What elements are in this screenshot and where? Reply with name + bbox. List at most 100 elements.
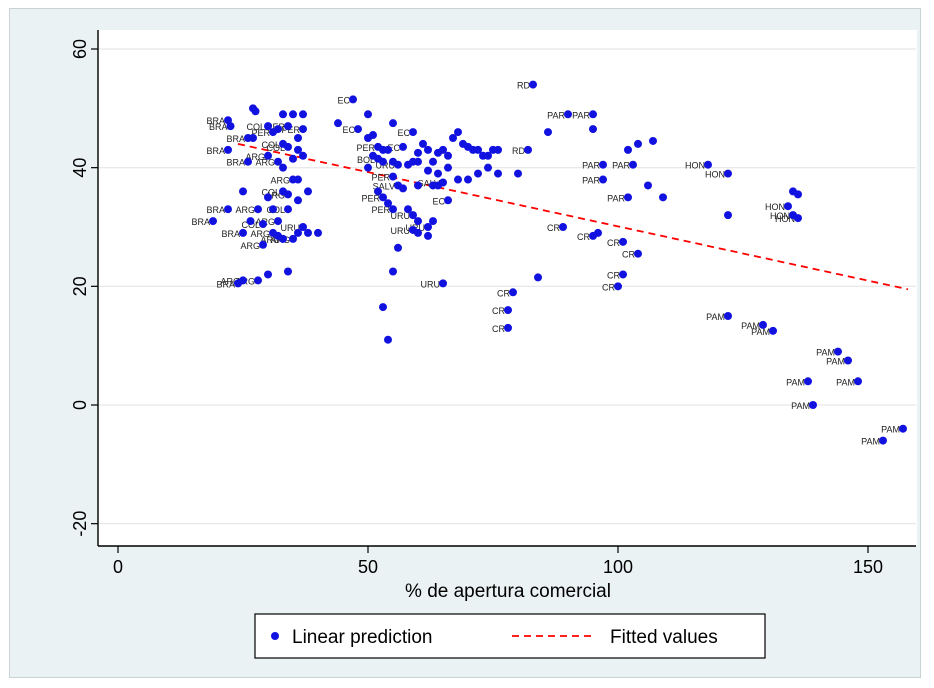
- data-point: [439, 279, 447, 288]
- point-label: CR: [607, 238, 620, 248]
- data-point: [414, 217, 422, 226]
- data-point: [879, 436, 887, 445]
- data-point: [454, 128, 462, 137]
- data-point: [264, 122, 272, 131]
- point-label: RD: [517, 81, 530, 91]
- tick-labels: -20 0 20 40 60 0 50 100 150: [70, 39, 883, 577]
- data-point: [529, 80, 537, 89]
- data-point: [634, 139, 642, 148]
- point-label: PER: [361, 193, 380, 203]
- point-label: CR: [622, 250, 635, 260]
- data-point: [589, 110, 597, 119]
- data-point: [724, 169, 732, 178]
- fitted-values-line: [237, 143, 909, 291]
- data-point: [494, 145, 502, 154]
- data-point: [474, 145, 482, 154]
- data-point: [589, 125, 597, 134]
- data-point: [384, 199, 392, 208]
- data-point: [404, 205, 412, 214]
- data-point: [614, 282, 622, 291]
- data-point: [704, 160, 712, 169]
- point-label: PAR: [572, 110, 590, 120]
- legend-label-fitted-values: Fitted values: [610, 627, 718, 648]
- data-point: [414, 157, 422, 166]
- point-label: ARG: [240, 241, 260, 251]
- data-point: [439, 145, 447, 154]
- data-point: [334, 119, 342, 128]
- data-point: [226, 122, 235, 131]
- legend-label-linear-prediction: Linear prediction: [292, 627, 432, 648]
- point-label: PER: [371, 205, 390, 215]
- data-point: [264, 270, 272, 279]
- point-label: BRA: [206, 116, 225, 126]
- data-point: [299, 151, 307, 160]
- point-label: PAR: [547, 110, 565, 120]
- point-label: BRA: [209, 122, 228, 132]
- data-point: [394, 243, 402, 252]
- data-point: [474, 169, 482, 178]
- point-label: HON: [685, 161, 705, 171]
- point-label: PER: [371, 173, 390, 183]
- point-label: ARG: [220, 276, 240, 286]
- data-point: [464, 175, 472, 184]
- data-point: [424, 166, 432, 175]
- data-point: [629, 160, 637, 169]
- point-label: URU: [376, 161, 396, 171]
- data-point: [524, 145, 532, 154]
- point-label: ARG: [255, 158, 275, 168]
- data-point: [414, 181, 422, 190]
- point-label: PER: [251, 128, 270, 138]
- gridlines: [99, 48, 916, 525]
- data-point: [659, 193, 667, 202]
- data-point: [559, 223, 567, 231]
- data-point: [264, 193, 272, 202]
- data-point: [374, 187, 382, 196]
- point-label: URU: [281, 223, 301, 233]
- data-point: [364, 110, 372, 119]
- point-label: COL: [261, 187, 280, 197]
- point-label: URU: [391, 226, 411, 236]
- data-point: [484, 151, 492, 160]
- data-point: [284, 190, 292, 199]
- point-label: ARG: [265, 190, 285, 200]
- data-point: [444, 151, 452, 160]
- data-point: [284, 142, 292, 151]
- y-tick-label: 0: [70, 400, 90, 410]
- data-point: [239, 228, 247, 237]
- data-point: [259, 220, 267, 229]
- data-point: [294, 145, 302, 154]
- x-tick-label: 50: [358, 557, 378, 577]
- data-point: [264, 151, 272, 160]
- data-point: [389, 205, 397, 214]
- point-label: ARG: [235, 205, 255, 215]
- data-point: [349, 95, 357, 104]
- point-label: PAM: [741, 321, 760, 331]
- fitted-line: [237, 143, 909, 291]
- data-point: [804, 377, 812, 386]
- data-point: [514, 169, 522, 178]
- data-point: [424, 145, 432, 154]
- data-point: [429, 157, 437, 166]
- point-label: PAR: [607, 193, 625, 203]
- data-point: [314, 228, 322, 237]
- data-point: [854, 377, 862, 386]
- data-point: [509, 288, 517, 297]
- point-label: PAM: [881, 425, 900, 435]
- point-label: PAM: [791, 401, 810, 411]
- point-labels: BRABRABRABRABRABRABRABRABRACOLPERPERPERC…: [191, 81, 900, 447]
- data-point: [294, 196, 302, 205]
- point-label: PAM: [861, 437, 880, 447]
- data-point: [594, 228, 602, 237]
- data-point: [759, 320, 767, 329]
- data-point: [254, 276, 262, 285]
- point-label: BRA: [206, 205, 225, 215]
- data-point: [299, 125, 307, 134]
- data-point: [444, 163, 452, 172]
- data-point: [634, 249, 642, 258]
- data-point: [599, 160, 607, 169]
- data-point: [209, 217, 217, 226]
- data-point: [424, 223, 432, 231]
- y-tick-label: 40: [70, 158, 90, 178]
- point-label: EC: [432, 196, 445, 206]
